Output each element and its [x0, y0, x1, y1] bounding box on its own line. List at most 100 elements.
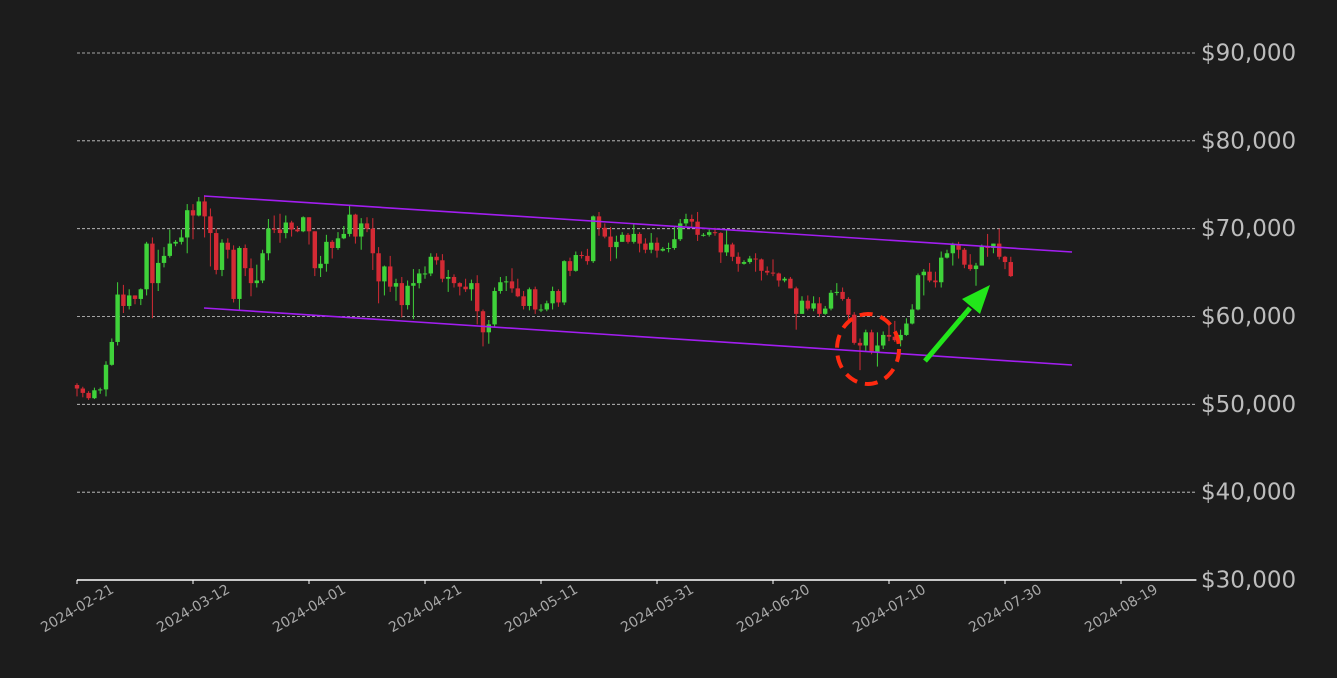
candle-body: [272, 228, 277, 230]
candle-body: [614, 241, 619, 248]
candle-body: [817, 303, 822, 314]
candle-body: [910, 309, 915, 324]
candle-body: [318, 263, 323, 269]
candle-body: [364, 223, 370, 229]
candle-body: [579, 255, 584, 257]
candle-body: [968, 264, 973, 270]
candle-body: [538, 309, 544, 311]
candle-body: [718, 233, 723, 253]
candle-body: [179, 237, 184, 242]
y-tick-label: $60,000: [1201, 304, 1296, 330]
candle-body: [103, 364, 109, 390]
annotations: [203, 195, 1073, 386]
candle-body: [306, 217, 312, 232]
candle-body: [944, 253, 950, 258]
candle-body: [446, 276, 451, 279]
candle-body: [208, 216, 213, 234]
candle-body: [799, 300, 805, 314]
candle-body: [950, 244, 955, 254]
candle-body: [74, 385, 80, 389]
candle-body: [620, 234, 625, 242]
candle-body: [295, 229, 300, 232]
candle-body: [933, 280, 938, 283]
y-tick-label: $50,000: [1201, 392, 1296, 418]
candle-body: [521, 296, 526, 306]
candle-body: [243, 247, 248, 269]
candle-body: [92, 390, 97, 399]
candle-body: [370, 228, 375, 254]
candle-body: [214, 233, 219, 270]
candle-body: [973, 265, 979, 270]
candle-body: [556, 291, 561, 303]
candle-body: [921, 271, 926, 276]
candle-body: [991, 243, 996, 248]
candle-body: [109, 341, 114, 365]
candle-body: [898, 334, 903, 341]
candle-body: [1002, 256, 1008, 263]
candle-body: [654, 242, 660, 251]
candle-body: [330, 241, 335, 248]
candle-body: [712, 232, 718, 234]
candle-body: [828, 292, 834, 309]
candle-body: [857, 342, 863, 346]
candle-body: [585, 255, 590, 262]
y-tick-label: $90,000: [1201, 41, 1296, 67]
candle-body: [707, 232, 712, 235]
candle-body: [463, 286, 468, 290]
candle-body: [219, 242, 225, 270]
candle-body: [127, 295, 132, 306]
candle-body: [788, 278, 793, 289]
candle-body: [741, 262, 747, 264]
candle-body: [794, 288, 799, 314]
candle-body: [167, 243, 172, 256]
candle-body: [440, 260, 445, 279]
candle-body: [852, 314, 857, 343]
candle-body: [283, 222, 288, 234]
candle-body: [173, 241, 178, 244]
candle-body: [388, 266, 393, 287]
candle-body: [602, 227, 607, 237]
candle-body: [770, 272, 776, 274]
candles: [74, 195, 1013, 400]
candle-body: [480, 311, 486, 333]
candle-body: [533, 289, 538, 310]
candle-body: [359, 223, 364, 237]
candle-body: [492, 291, 497, 325]
candle-body: [608, 236, 613, 248]
candle-body: [196, 201, 201, 216]
candle-body: [115, 294, 120, 342]
candle-body: [225, 242, 230, 250]
candle-body: [132, 295, 138, 299]
y-tick-label: $70,000: [1201, 216, 1296, 242]
candle-body: [939, 257, 944, 283]
candle-body: [782, 278, 787, 281]
candle-body: [301, 217, 306, 232]
candle-body: [156, 262, 161, 284]
candle-body: [376, 253, 381, 282]
highlight-circle: [835, 312, 901, 386]
candle-body: [915, 275, 921, 310]
candle-body: [886, 334, 892, 337]
candle-body: [144, 243, 149, 290]
candle-body: [701, 234, 706, 236]
candle-body: [666, 247, 671, 249]
candle-body: [475, 283, 480, 312]
candle-body: [637, 233, 642, 244]
candle-body: [80, 388, 85, 393]
candle-body: [730, 244, 735, 257]
candle-body: [498, 282, 503, 292]
candle-body: [254, 280, 259, 284]
y-tick-label: $30,000: [1201, 568, 1296, 594]
candle-body: [382, 266, 387, 282]
candle-body: [121, 294, 126, 306]
candle-body: [231, 249, 236, 299]
candle-body: [289, 222, 294, 230]
candle-body: [823, 308, 828, 314]
candle-body: [486, 324, 491, 333]
candle-body: [736, 256, 741, 264]
candle-body: [138, 289, 143, 299]
candle-body: [904, 323, 909, 335]
candle-body: [451, 276, 457, 284]
